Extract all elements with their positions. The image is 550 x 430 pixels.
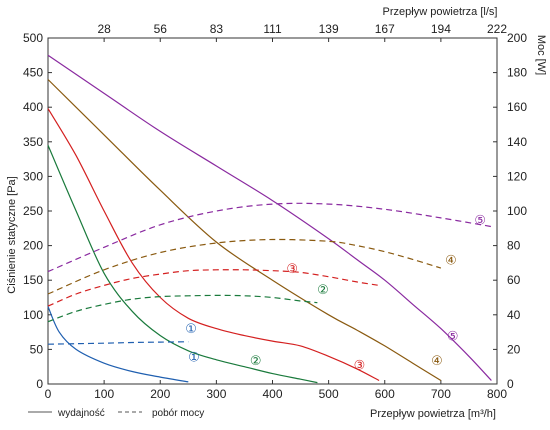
top-tick-label: 28 [97,22,111,36]
series-marker-4: ④ [431,354,443,369]
plot-frame [47,37,498,385]
axes: Ciśnienie statyczne [Pa] Moc [W] Przepły… [6,6,547,420]
y-right-tick-label: 100 [507,204,527,218]
xlabel-bottom: Przepływ powietrza [m³/h] [370,408,496,420]
top-tick-label: 139 [319,22,339,36]
y-left-tick-label: 250 [23,204,43,218]
y-left-tick-label: 300 [23,169,43,183]
series-marker-5: ⑤ [447,330,459,345]
xlabel-top: Przepływ powietrza [l/s] [383,6,498,18]
y-right-tick-label: 120 [507,169,527,183]
y-right-tick-label: 20 [507,342,521,356]
x-tick-label: 400 [262,387,282,401]
top-tick-label: 83 [210,22,224,36]
top-tick-label: 111 [263,22,282,36]
series-marker-2: ② [250,354,262,369]
y-right-tick-label: 60 [507,273,521,287]
series-line-pressure-1 [47,306,189,383]
y-left-tick-label: 150 [23,273,43,287]
y-right-tick-label: 180 [507,66,527,80]
top-tick-label: 194 [431,22,451,36]
series-marker-1: ① [185,322,197,337]
y-right-tick-label: 0 [507,377,514,391]
series-marker-2: ② [317,283,329,298]
x-tick-label: 800 [487,387,507,401]
series-marker-3: ③ [354,359,366,374]
series-line-pressure-2 [47,145,318,384]
y-right-tick-label: 200 [507,31,527,45]
series-line-pressure-5 [47,54,492,381]
x-tick-label: 600 [375,387,395,401]
series [47,54,492,384]
x-tick-label: 0 [45,387,52,401]
series-line-power-2 [47,294,318,323]
legend-dashed-label: pobór mocy [152,408,204,419]
y-right-tick-label: 40 [507,308,521,322]
y-left-tick-label: 500 [23,31,43,45]
x-tick-label: 700 [431,387,451,401]
series-line-pressure-4 [47,79,442,382]
series-marker-3: ③ [286,262,298,277]
ylabel-right: Moc [W] [535,35,547,75]
y-left-tick-label: 50 [30,342,44,356]
top-tick-label: 222 [487,22,507,36]
series-line-power-3 [47,269,380,307]
series-line-pressure-3 [47,108,380,382]
x-tick-label: 300 [206,387,226,401]
ylabel-left: Ciśnienie statyczne [Pa] [6,176,18,293]
series-line-power-5 [47,202,492,273]
y-left-tick-label: 200 [23,239,43,253]
legend-solid-label: wydajność [57,408,105,419]
legend: wydajność pobór mocy [28,408,204,419]
top-tick-label: 56 [154,22,168,36]
y-left-tick-label: 350 [23,135,43,149]
y-right-tick-label: 140 [507,135,527,149]
y-right-tick-label: 80 [507,239,521,253]
y-left-tick-label: 450 [23,66,43,80]
series-marker-5: ⑤ [474,214,486,229]
x-tick-label: 200 [150,387,170,401]
y-left-tick-label: 100 [23,308,43,322]
y-right-tick-label: 160 [507,100,527,114]
series-marker-4: ④ [445,253,457,268]
x-tick-label: 100 [94,387,114,401]
top-tick-label: 167 [375,22,395,36]
series-line-power-1 [47,341,189,345]
y-left-tick-label: 0 [36,377,43,391]
x-tick-label: 500 [319,387,339,401]
y-left-tick-label: 400 [23,100,43,114]
series-marker-1: ① [188,350,200,365]
series-line-power-4 [47,238,442,295]
